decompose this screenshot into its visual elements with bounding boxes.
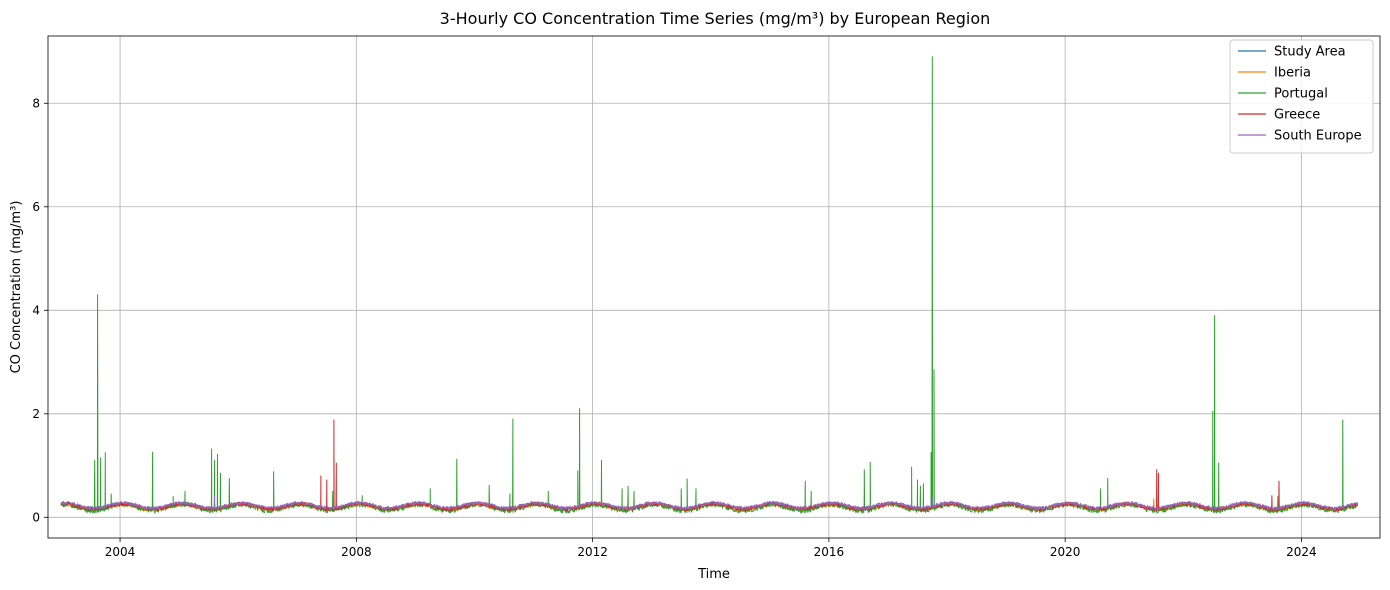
x-tick-label: 2008 (341, 545, 372, 559)
x-tick-label: 2024 (1286, 545, 1317, 559)
legend-label: South Europe (1274, 129, 1362, 144)
y-tick-label: 6 (32, 200, 40, 214)
legend-label: Portugal (1274, 87, 1328, 102)
y-axis-ticks: 0 2 4 6 8 (32, 96, 48, 524)
series-line-greece (60, 419, 1359, 512)
y-tick-label: 0 (32, 510, 40, 524)
y-axis-label: CO Concentration (mg/m³) (9, 201, 24, 374)
gridlines (48, 36, 1380, 538)
x-tick-label: 2016 (814, 545, 845, 559)
x-tick-label: 2004 (105, 545, 136, 559)
series-line-south-europe (60, 495, 1359, 510)
legend-box (1229, 39, 1374, 154)
series-lines (60, 56, 1359, 514)
y-tick-label: 4 (32, 303, 40, 317)
legend-label: Greece (1274, 108, 1320, 123)
y-tick-label: 8 (32, 96, 40, 110)
legend: Study Area Iberia Portugal Greece South Euro… (1229, 39, 1374, 154)
y-tick-label: 2 (32, 407, 40, 421)
legend-label: Study Area (1274, 45, 1346, 60)
x-tick-label: 2012 (577, 545, 608, 559)
plot-frame (47, 35, 1381, 539)
chart-title: 3-Hourly CO Concentration Time Series (m… (440, 9, 991, 28)
x-axis-ticks: 2004 2008 2012 2016 2020 2024 (105, 538, 1317, 559)
legend-label: Iberia (1274, 66, 1311, 81)
series-line-portugal (60, 56, 1359, 514)
x-tick-label: 2020 (1050, 545, 1081, 559)
x-axis-label: Time (697, 567, 730, 582)
